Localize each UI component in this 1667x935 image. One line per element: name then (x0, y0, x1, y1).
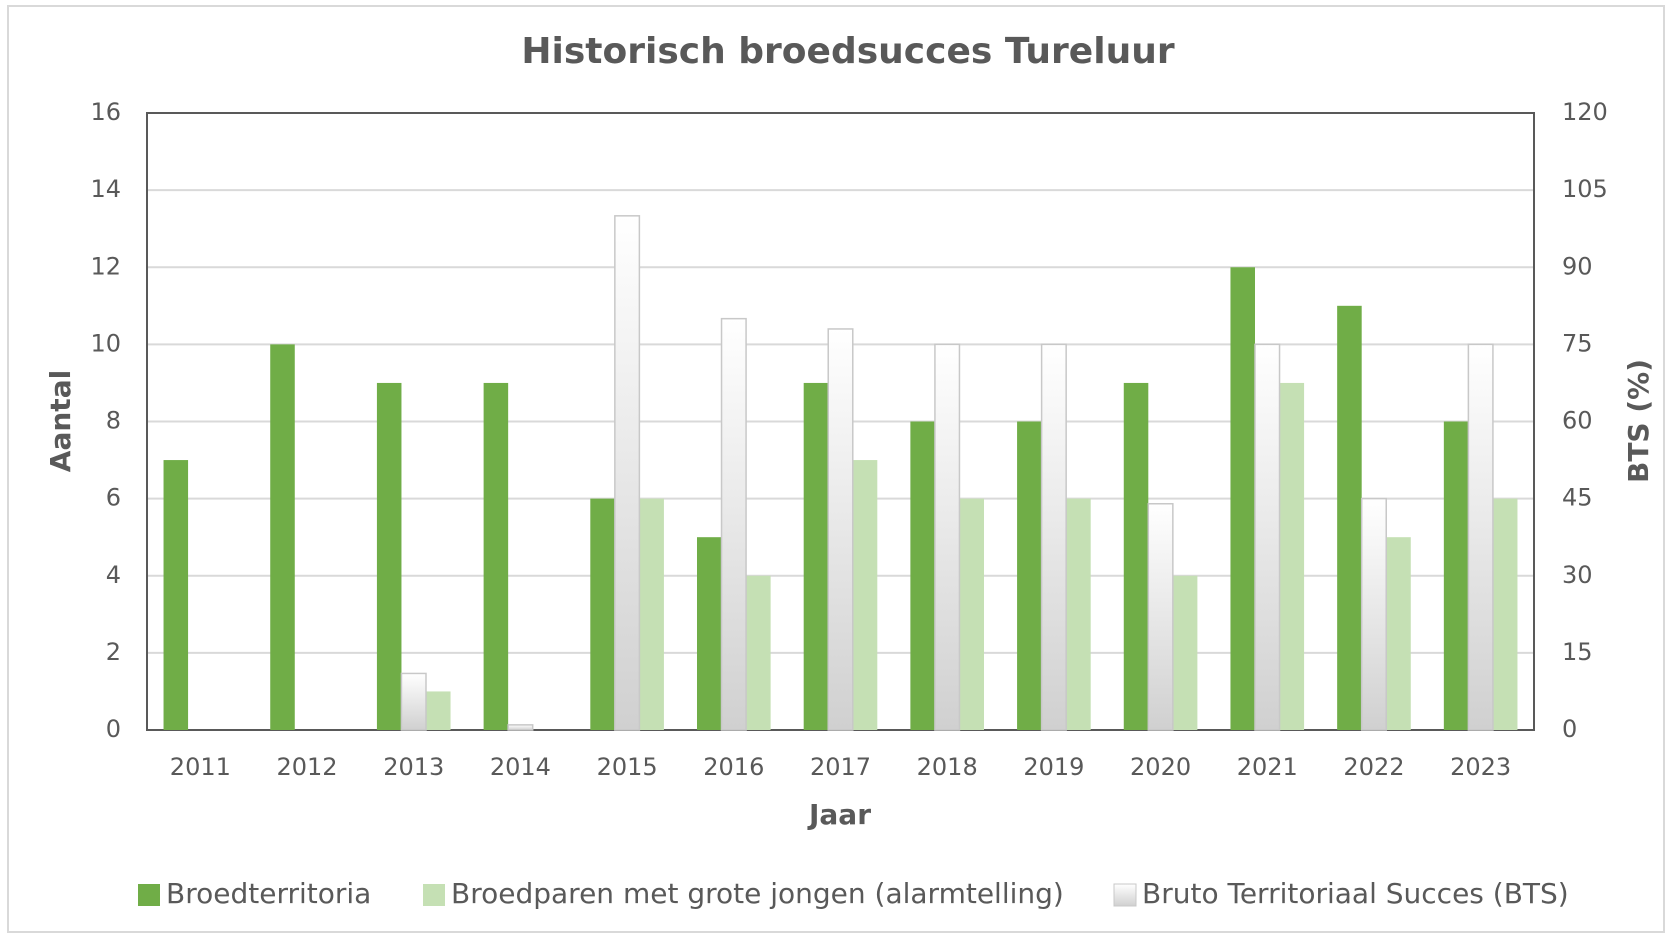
bar (1467, 343, 1494, 731)
chart-title: Historisch broedsucces Tureluur (521, 31, 1174, 72)
bar (426, 691, 451, 730)
bar (507, 724, 534, 731)
y2-tick-label: 30 (1562, 561, 1593, 589)
y-tick-label: 12 (90, 252, 121, 280)
x-tick-label: 2022 (1343, 753, 1404, 781)
legend-label: Broedterritoria (166, 877, 371, 910)
x-tick-label: 2020 (1130, 753, 1191, 781)
y-tick-label: 10 (90, 329, 121, 357)
bar (1360, 497, 1387, 731)
legend-swatch (423, 884, 445, 906)
bar (270, 344, 295, 730)
bar (934, 343, 961, 731)
x-tick-label: 2011 (170, 753, 231, 781)
y-tick-label: 2 (106, 638, 121, 666)
bar (1066, 498, 1091, 730)
bar (1337, 305, 1362, 730)
bar (1172, 575, 1198, 730)
x-tick-label: 2015 (597, 753, 658, 781)
x-tick-label: 2018 (917, 753, 978, 781)
y2-tick-label: 60 (1562, 407, 1593, 435)
y2-tick-label: 105 (1562, 175, 1608, 203)
x-tick-label: 2012 (276, 753, 337, 781)
y-tick-label: 14 (90, 175, 121, 203)
y2-tick-label: 75 (1562, 329, 1593, 357)
bar (910, 421, 935, 730)
x-axis-title: Jaar (807, 798, 871, 831)
x-tick-label: 2013 (383, 753, 444, 781)
bar (746, 575, 771, 730)
y-tick-label: 0 (106, 715, 121, 743)
bar (590, 498, 615, 730)
bar (483, 382, 509, 730)
x-tick-label: 2021 (1237, 753, 1298, 781)
bar (1123, 382, 1149, 730)
legend-swatch (1113, 883, 1137, 907)
bar (696, 537, 722, 730)
x-tick-label: 2014 (490, 753, 551, 781)
y2-tick-label: 90 (1562, 252, 1593, 280)
bar (959, 498, 985, 730)
bar (1254, 343, 1281, 731)
y2-tick-label: 120 (1562, 98, 1608, 126)
y-tick-label: 8 (106, 407, 121, 435)
bar (1386, 537, 1411, 730)
x-tick-label: 2017 (810, 753, 871, 781)
y-tick-label: 4 (106, 561, 121, 589)
bar (1147, 503, 1174, 731)
legend-label: Broedparen met grote jongen (alarmtellin… (451, 877, 1064, 910)
bar (400, 672, 427, 731)
x-tick-label: 2019 (1023, 753, 1084, 781)
bar (1017, 421, 1042, 730)
legend-swatch (138, 884, 160, 906)
y2-tick-label: 0 (1562, 715, 1577, 743)
bar (614, 215, 641, 731)
bar (1492, 498, 1518, 730)
y-tick-label: 6 (106, 484, 121, 512)
bar (852, 460, 878, 730)
bar (639, 498, 664, 730)
bar (1279, 382, 1305, 730)
bar (1230, 267, 1255, 730)
bar (163, 460, 189, 730)
y2-axis-title: BTS (%) (1622, 359, 1655, 483)
legend-label: Bruto Territoriaal Succes (BTS) (1142, 877, 1569, 910)
x-tick-label: 2016 (703, 753, 764, 781)
y2-tick-label: 15 (1562, 638, 1593, 666)
bar (803, 382, 829, 730)
bar (376, 382, 402, 730)
bar (720, 317, 747, 731)
bar (1443, 421, 1469, 730)
bar (1040, 343, 1067, 731)
y2-tick-label: 45 (1562, 484, 1593, 512)
y-axis-title: Aantal (44, 370, 77, 472)
y-tick-label: 16 (90, 98, 121, 126)
x-tick-label: 2023 (1450, 753, 1511, 781)
bar (827, 328, 854, 731)
